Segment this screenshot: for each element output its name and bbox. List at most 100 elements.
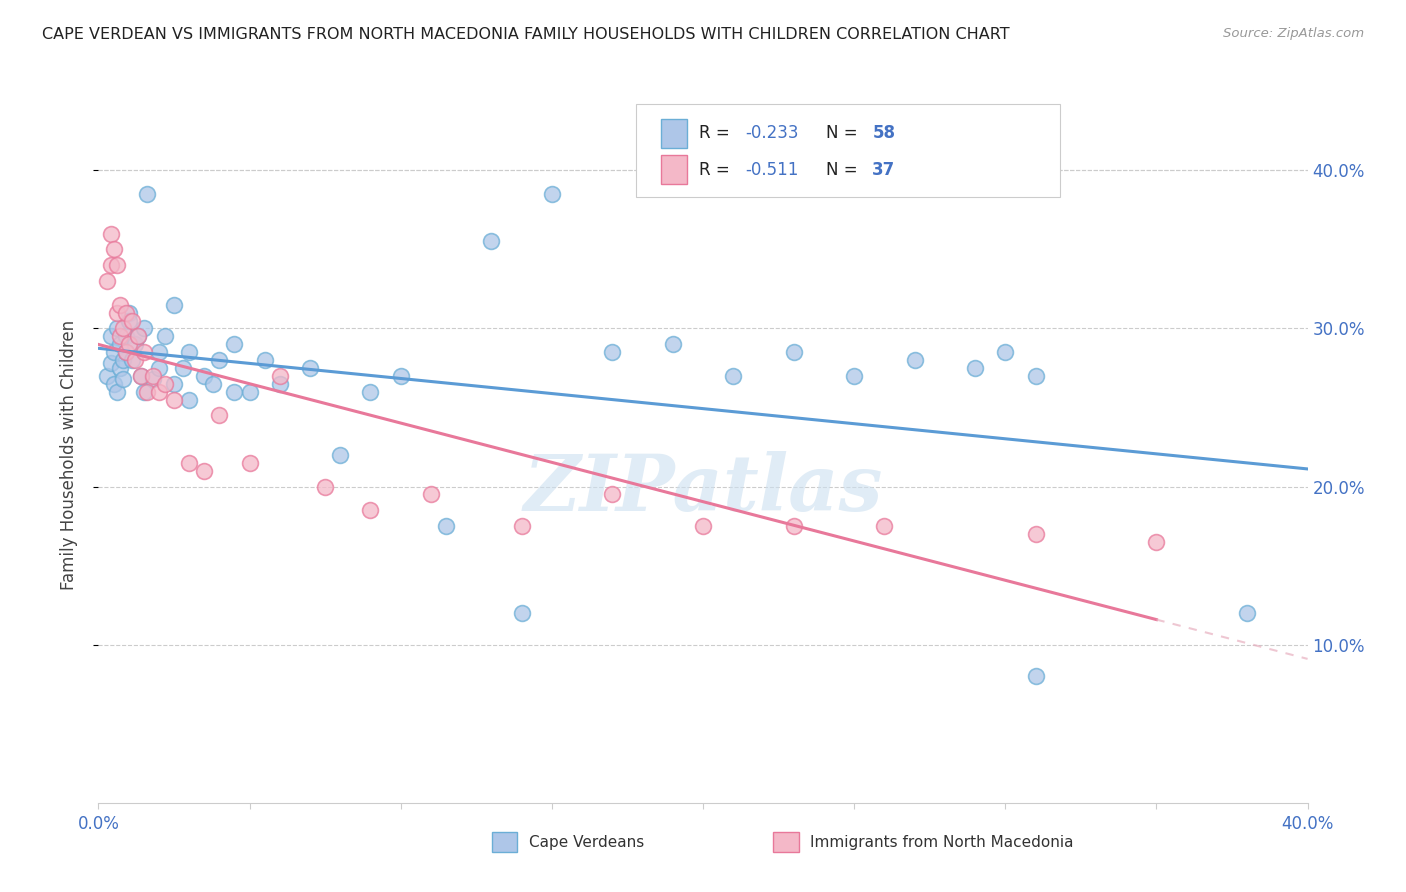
Point <box>692 519 714 533</box>
Text: 58: 58 <box>872 125 896 143</box>
Point <box>224 337 246 351</box>
Point <box>202 376 225 391</box>
Point <box>873 519 896 533</box>
Point <box>314 479 336 493</box>
FancyBboxPatch shape <box>637 103 1060 197</box>
Point <box>360 384 382 399</box>
Point <box>153 329 176 343</box>
Text: CAPE VERDEAN VS IMMIGRANTS FROM NORTH MACEDONIA FAMILY HOUSEHOLDS WITH CHILDREN : CAPE VERDEAN VS IMMIGRANTS FROM NORTH MA… <box>42 27 1010 42</box>
Point <box>434 519 457 533</box>
Point <box>108 329 131 343</box>
Point <box>96 368 118 383</box>
Point <box>602 487 624 501</box>
Point <box>844 368 866 383</box>
Point <box>118 337 141 351</box>
Point <box>1024 368 1046 383</box>
Point <box>100 227 122 241</box>
Text: 37: 37 <box>872 161 896 178</box>
Point <box>114 305 136 319</box>
Text: Cape Verdeans: Cape Verdeans <box>529 835 644 849</box>
Point <box>100 356 122 370</box>
Point <box>103 243 125 257</box>
Point <box>121 353 143 368</box>
Point <box>129 368 152 383</box>
Point <box>108 360 131 375</box>
Point <box>329 448 352 462</box>
Point <box>1024 669 1046 683</box>
Point <box>111 321 134 335</box>
Point <box>208 409 231 423</box>
Point <box>239 384 262 399</box>
Text: ZIPatlas: ZIPatlas <box>523 451 883 528</box>
Text: -0.233: -0.233 <box>745 125 799 143</box>
Point <box>105 258 128 272</box>
Point <box>142 368 165 383</box>
Point <box>193 368 215 383</box>
Point <box>994 345 1017 359</box>
Point <box>193 464 215 478</box>
Point <box>148 384 170 399</box>
Point <box>153 376 176 391</box>
Point <box>179 456 201 470</box>
Point <box>510 606 533 620</box>
FancyBboxPatch shape <box>661 155 688 185</box>
Point <box>96 274 118 288</box>
Point <box>602 345 624 359</box>
Point <box>904 353 927 368</box>
Point <box>723 368 745 383</box>
Point <box>100 258 122 272</box>
Text: N =: N = <box>827 125 863 143</box>
Point <box>103 376 125 391</box>
Point <box>269 376 291 391</box>
Point <box>142 372 165 386</box>
Point <box>481 235 503 249</box>
Point <box>111 353 134 368</box>
FancyBboxPatch shape <box>661 119 688 148</box>
Point <box>132 345 155 359</box>
Point <box>239 456 262 470</box>
Text: Source: ZipAtlas.com: Source: ZipAtlas.com <box>1223 27 1364 40</box>
Point <box>179 392 201 407</box>
Point <box>148 345 170 359</box>
Point <box>783 345 806 359</box>
Point <box>148 360 170 375</box>
Text: N =: N = <box>827 161 863 178</box>
Point <box>103 345 125 359</box>
Point <box>114 345 136 359</box>
Point <box>1236 606 1258 620</box>
Point <box>124 337 146 351</box>
Point <box>420 487 443 501</box>
Point <box>132 384 155 399</box>
Point <box>1144 534 1167 549</box>
Text: -0.511: -0.511 <box>745 161 799 178</box>
Point <box>510 519 533 533</box>
Point <box>100 329 122 343</box>
Point <box>127 329 149 343</box>
Point <box>163 298 186 312</box>
Point <box>111 372 134 386</box>
Point <box>118 313 141 327</box>
Point <box>121 313 143 327</box>
Point <box>224 384 246 399</box>
Point <box>1024 527 1046 541</box>
Point <box>163 392 186 407</box>
Point <box>172 360 194 375</box>
Point <box>360 503 382 517</box>
Point <box>127 329 149 343</box>
Text: R =: R = <box>699 125 735 143</box>
Point <box>114 329 136 343</box>
Text: Immigrants from North Macedonia: Immigrants from North Macedonia <box>810 835 1073 849</box>
Point <box>114 345 136 359</box>
Point <box>299 360 322 375</box>
Point <box>163 376 186 391</box>
Point <box>132 321 155 335</box>
Point <box>208 353 231 368</box>
Point <box>540 186 562 201</box>
Point <box>179 345 201 359</box>
Point <box>105 384 128 399</box>
Point <box>783 519 806 533</box>
Point <box>129 368 152 383</box>
Point <box>108 337 131 351</box>
Point <box>135 384 157 399</box>
Point <box>108 298 131 312</box>
